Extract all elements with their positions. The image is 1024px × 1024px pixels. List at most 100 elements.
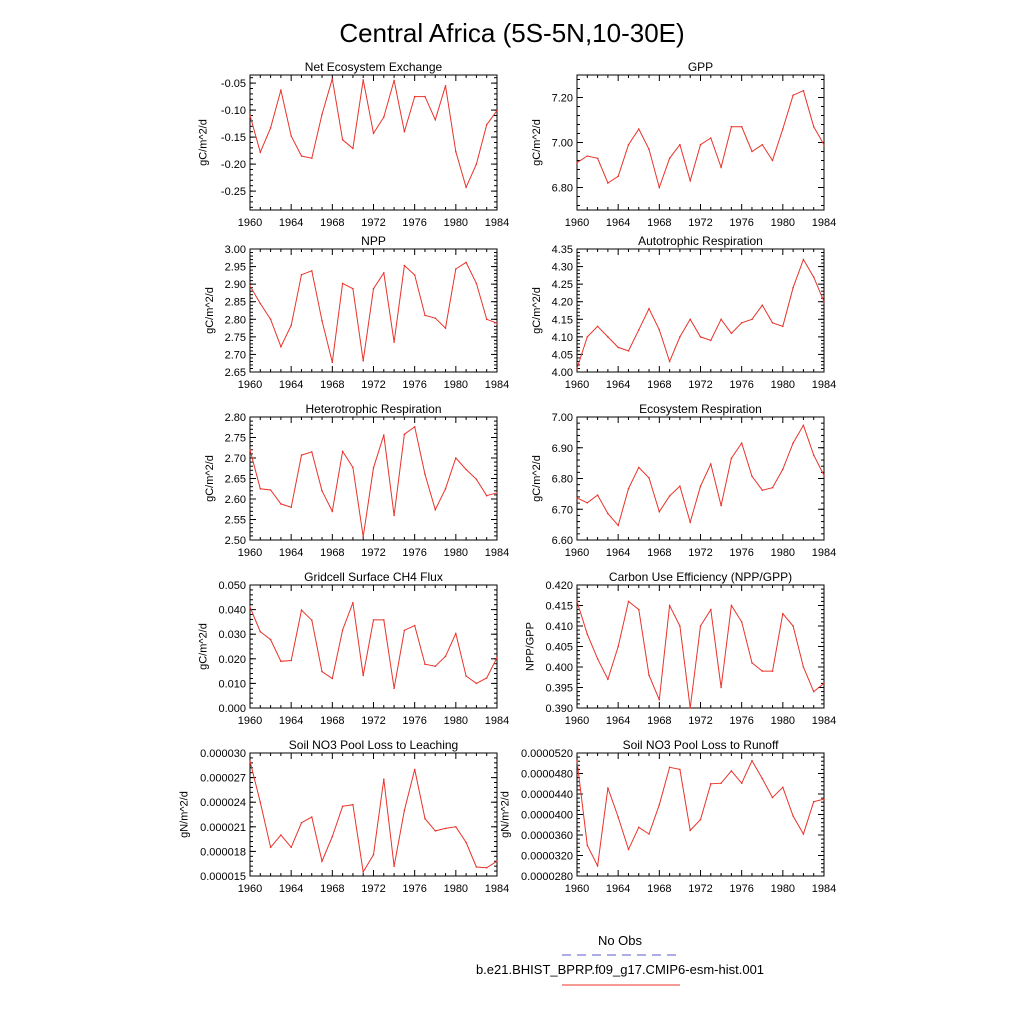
data-point: [617, 524, 619, 527]
data-point: [485, 123, 488, 126]
x-tick-label: 1980: [444, 547, 468, 559]
data-point: [321, 113, 323, 116]
x-tick-label: 1984: [485, 547, 509, 559]
data-point: [352, 287, 354, 290]
data-point: [413, 768, 416, 771]
data-point: [658, 699, 661, 701]
data-point: [249, 449, 251, 451]
data-point: [372, 287, 375, 290]
data-point: [596, 325, 599, 328]
y-tick-label: 6.70: [552, 504, 573, 516]
x-tick-label: 1964: [606, 547, 630, 559]
data-point: [638, 128, 640, 130]
data-point: [290, 659, 293, 662]
y-tick-label: 4.30: [552, 262, 573, 274]
x-tick-label: 1984: [485, 217, 509, 229]
data-point: [740, 125, 743, 128]
data-point: [782, 468, 784, 471]
data-point: [607, 512, 609, 515]
legend: No Obs b.e21.BHIST_BPRP.f09_g17.CMIP6-es…: [476, 933, 764, 986]
y-axis-label: NPP/GPP: [525, 622, 537, 671]
data-point: [300, 609, 303, 611]
y-tick-label: 0.000015: [200, 871, 246, 883]
data-point: [434, 665, 437, 667]
x-tick-label: 1960: [238, 883, 262, 895]
data-point: [352, 147, 354, 150]
x-tick-label: 1972: [361, 379, 385, 391]
data-point: [761, 670, 764, 672]
data-point: [259, 488, 262, 490]
data-point: [341, 450, 344, 453]
data-point: [393, 865, 395, 867]
y-tick-label: 2.90: [225, 279, 246, 291]
y-axis-label: gC/m^2/d: [198, 119, 210, 166]
data-point: [792, 286, 794, 289]
data-point: [311, 619, 313, 621]
data-point: [648, 674, 650, 676]
y-tick-label: 4.25: [552, 279, 573, 291]
y-tick-label: 0.0000280: [521, 871, 573, 883]
data-point: [352, 466, 354, 469]
data-point: [823, 798, 825, 800]
panel-title: Autotrophic Respiration: [638, 234, 763, 248]
series-line: [576, 90, 825, 190]
y-tick-label: 0.000030: [200, 748, 246, 760]
data-point: [586, 633, 589, 635]
y-axis-label: gC/m^2/d: [204, 287, 216, 334]
x-tick-label: 1964: [279, 217, 303, 229]
series-line: [576, 600, 825, 709]
data-point: [269, 318, 272, 321]
data-point: [751, 318, 753, 321]
data-point: [679, 336, 681, 338]
data-point: [576, 367, 578, 370]
data-point: [475, 478, 478, 481]
data-point: [761, 489, 764, 492]
data-point: [434, 830, 437, 832]
data-point: [596, 658, 599, 660]
y-tick-label: 0.000018: [200, 846, 246, 858]
x-tick-label: 1984: [485, 883, 509, 895]
data-point: [321, 860, 323, 862]
data-point: [362, 535, 365, 538]
data-point: [607, 787, 609, 789]
panel-title: Soil NO3 Pool Loss to Leaching: [289, 738, 458, 752]
y-tick-label: 4.20: [552, 297, 573, 309]
y-tick-label: 0.410: [545, 621, 573, 633]
data-point: [689, 180, 691, 182]
data-point: [403, 130, 406, 133]
x-tick-label: 1980: [444, 715, 468, 727]
data-point: [444, 327, 447, 329]
y-tick-label: -0.15: [221, 132, 246, 144]
data-point: [668, 604, 671, 607]
x-tick-label: 1980: [771, 217, 795, 229]
plot-frame: [249, 248, 498, 373]
x-tick-label: 1964: [606, 883, 630, 895]
data-point: [300, 454, 303, 456]
y-axis-label: gN/m^2/d: [179, 791, 191, 838]
data-point: [751, 150, 753, 153]
data-point: [802, 258, 805, 261]
x-tick-label: 1976: [729, 547, 753, 559]
y-tick-label: 0.040: [218, 605, 246, 617]
data-point: [290, 324, 293, 327]
data-point: [638, 608, 640, 611]
plot-frame: [576, 74, 825, 211]
x-tick-label: 1984: [812, 547, 836, 559]
panel-grid: Net Ecosystem Exchange 1960 1964 1968 1972 19…: [179, 60, 837, 895]
data-point: [710, 463, 712, 465]
x-tick-label: 1964: [279, 379, 303, 391]
data-point: [812, 125, 815, 128]
data-point: [720, 318, 722, 321]
data-point: [720, 166, 722, 169]
x-tick-label: 1968: [647, 217, 671, 229]
panel-autotrophic-respiration: Autotrophic Respiration 1960 1964 1968 1972 1…: [531, 234, 836, 391]
data-point: [424, 314, 426, 317]
data-point: [761, 304, 764, 307]
x-tick-label: 1960: [565, 883, 589, 895]
panel-title: Soil NO3 Pool Loss to Runoff: [623, 738, 780, 752]
data-point: [751, 662, 753, 664]
data-point: [496, 492, 498, 494]
data-point: [771, 796, 774, 799]
data-point: [710, 783, 712, 785]
